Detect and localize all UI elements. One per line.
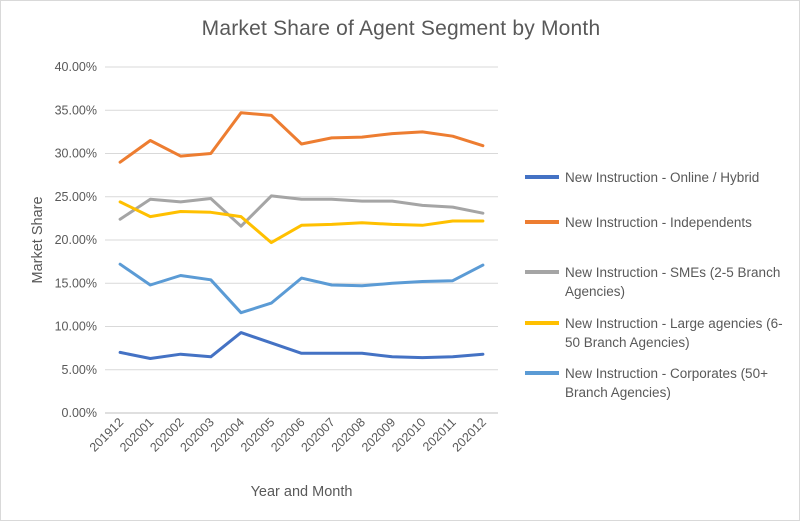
legend-item: New Instruction - Online / Hybrid [525,168,790,187]
chart-title: Market Share of Agent Segment by Month [201,17,601,40]
legend-swatch [525,220,559,224]
y-tick-label: 20.00% [55,233,97,247]
y-tick-label: 25.00% [55,190,97,204]
legend-label: New Instruction - Large agencies (6-50 B… [565,316,783,350]
y-tick-label: 0.00% [62,406,97,420]
y-tick-label: 40.00% [55,60,97,74]
series-line-3 [118,194,485,228]
legend-item: New Instruction - SMEs (2-5 Branch Agenc… [525,263,790,301]
x-axis-title: Year and Month [251,484,353,500]
series-line-2 [118,111,485,164]
legend-label: New Instruction - SMEs (2-5 Branch Agenc… [565,265,781,299]
legend-swatch [525,270,559,274]
legend-swatch [525,321,559,325]
x-tick-label: 202012 [450,415,489,454]
y-axis-title: Market Share [30,196,46,283]
legend-label: New Instruction - Online / Hybrid [565,170,760,185]
legend-item: New Instruction - Large agencies (6-50 B… [525,314,790,352]
y-tick-label: 35.00% [55,103,97,117]
y-tick-label: 15.00% [55,276,97,290]
y-tick-label: 10.00% [55,320,97,334]
legend-label: New Instruction - Corporates (50+ Branch… [565,366,768,400]
legend-item: New Instruction - Independents [525,213,790,232]
series-line-4 [118,200,485,245]
series-line-5 [118,262,485,315]
legend-label: New Instruction - Independents [565,215,752,230]
y-tick-label: 30.00% [55,147,97,161]
legend-item: New Instruction - Corporates (50+ Branch… [525,364,790,402]
y-tick-label: 5.00% [62,363,97,377]
legend-swatch [525,175,559,179]
series-line-1 [118,331,485,360]
legend-swatch [525,371,559,375]
x-tick-label: 202010 [389,415,428,454]
